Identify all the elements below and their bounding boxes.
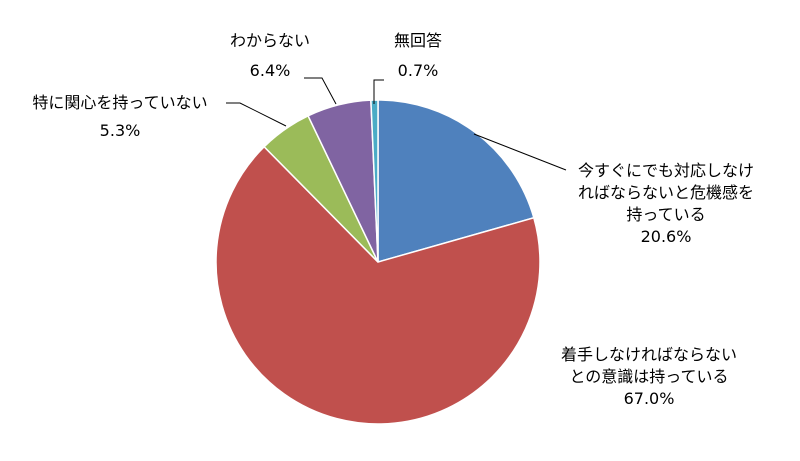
label-dont-know-value: 6.4% — [249, 61, 291, 80]
label-urgent: 今すぐにでも対応しなけ ればならないと危機感を 持っている 20.6% — [566, 160, 766, 248]
label-aware-line2: との意識は持っている — [569, 367, 729, 386]
leader-line-dont-know — [304, 77, 337, 105]
leader-lines — [226, 77, 567, 171]
leader-line-no-interest — [226, 102, 287, 127]
label-urgent-value: 20.6% — [640, 227, 692, 246]
label-no-answer-value: 0.7% — [397, 61, 439, 80]
label-no-interest: 特に関心を持っていない 5.3% — [14, 92, 226, 142]
label-aware: 着手しなければならない との意識は持っている 67.0% — [544, 344, 754, 410]
pie-slice-0 — [377, 99, 535, 263]
label-urgent-line3: 持っている — [626, 205, 706, 224]
label-no-answer: 無回答 0.7% — [380, 30, 456, 82]
label-no-interest-value: 5.3% — [99, 121, 141, 140]
label-aware-line1: 着手しなければならない — [560, 345, 737, 364]
label-urgent-line1: 今すぐにでも対応しなけ — [577, 161, 754, 180]
label-dont-know-line1: わからない — [229, 31, 310, 50]
label-no-answer-line1: 無回答 — [393, 31, 442, 50]
leader-line-no-answer — [373, 79, 384, 104]
label-aware-value: 67.0% — [623, 389, 675, 408]
leader-line-urgent — [473, 133, 567, 171]
pie-slices — [215, 99, 541, 425]
label-dont-know: わからない 6.4% — [222, 30, 318, 82]
label-urgent-line2: ればならないと危機感を — [577, 183, 754, 202]
pie-slice-1 — [215, 145, 541, 425]
label-no-interest-line1: 特に関心を持っていない — [32, 93, 208, 112]
